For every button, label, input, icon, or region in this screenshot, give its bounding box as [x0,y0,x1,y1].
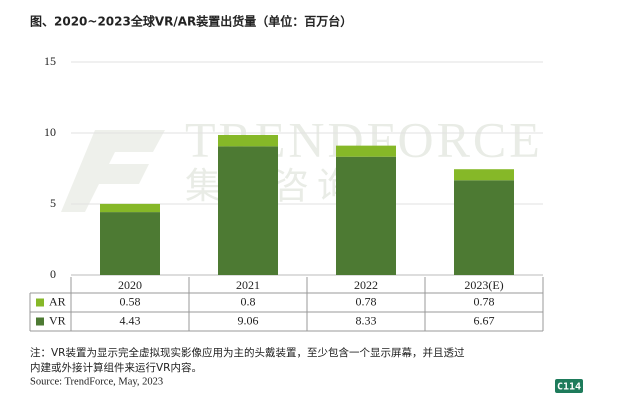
table-value: 0.78 [474,294,495,308]
bar-segment [100,203,160,213]
y-tick-label: 10 [44,125,56,139]
note: 注：VR装置为显示完全虚拟现实影像应用为主的头戴装置，至少包含一个显示屏幕，并且… [30,346,465,359]
bar-segment [454,169,514,181]
chart-title: 图、2020~2023全球VR/AR装置出货量（单位：百万台） [30,14,352,29]
y-tick-label: 5 [50,196,56,210]
source: Source: TrendForce, May, 2023 [30,376,163,387]
bar-segment [336,156,396,275]
bar-segment [454,180,514,275]
badge: C114 [557,382,581,393]
x-tick-label: 2020 [118,278,142,292]
note: 内建或外接计算组件来运行VR内容。 [30,361,202,374]
legend-label: VR [49,313,66,327]
table-value: 0.8 [241,294,256,308]
table-value: 8.33 [356,313,377,327]
legend-swatch [36,298,44,307]
table-value: 0.78 [356,294,377,308]
legend-swatch [36,317,44,326]
bar-segment [336,145,396,157]
table-value: 0.58 [120,294,141,308]
legend-label: AR [49,294,66,308]
y-tick-label: 15 [44,54,56,68]
table-value: 9.06 [238,313,259,327]
x-tick-label: 2021 [236,278,260,292]
x-tick-label: 2022 [354,278,378,292]
table-value: 4.43 [120,313,141,327]
table-value: 6.67 [474,313,495,327]
bar-segment [218,146,278,275]
x-tick-label: 2023(E) [464,278,503,292]
watermark-logo [61,130,165,212]
bar-segment [218,134,278,147]
y-tick-label: 0 [50,267,56,281]
bar-segment [100,212,160,275]
badge-bg [555,379,583,393]
